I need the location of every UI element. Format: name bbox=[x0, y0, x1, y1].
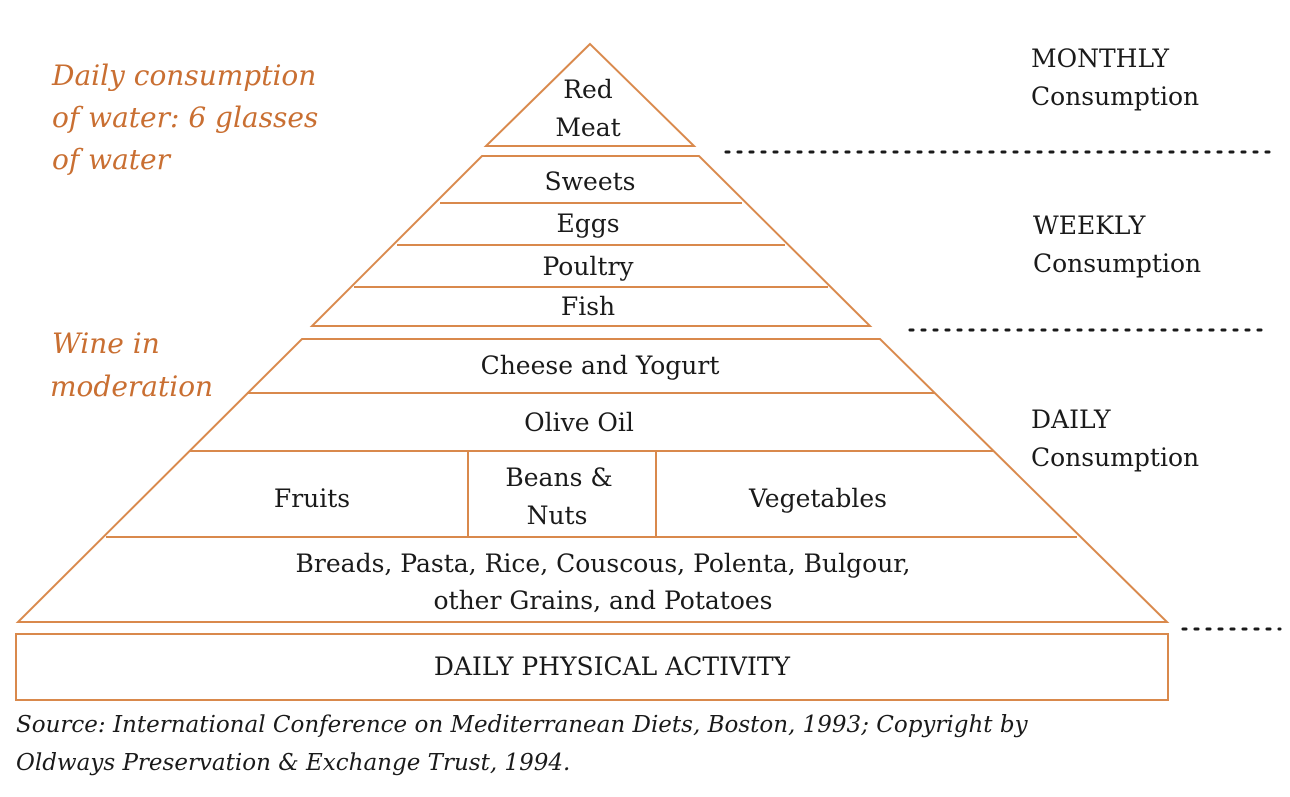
tier-red-meat-line1: Red bbox=[563, 75, 613, 104]
tier-poultry: Poultry bbox=[542, 252, 634, 281]
tier-grains-line2: other Grains, and Potatoes bbox=[433, 586, 772, 615]
tier-olive-oil: Olive Oil bbox=[524, 408, 634, 437]
freq-monthly-line1: MONTHLY bbox=[1031, 44, 1169, 73]
note-water-line2: of water: 6 glasses bbox=[52, 101, 318, 134]
freq-monthly-line2: Consumption bbox=[1031, 82, 1199, 111]
tier-cheese-yogurt: Cheese and Yogurt bbox=[481, 351, 720, 380]
tier-sweets: Sweets bbox=[545, 167, 636, 196]
tier-beans-line1: Beans & bbox=[505, 463, 612, 492]
tier-grains-line1: Breads, Pasta, Rice, Couscous, Polenta, … bbox=[296, 549, 911, 578]
note-water-line1: Daily consumption bbox=[51, 59, 316, 92]
tier-vegetables: Vegetables bbox=[748, 484, 887, 513]
note-water-line3: of water bbox=[52, 143, 172, 176]
tier-red-meat-line2: Meat bbox=[555, 113, 620, 142]
tier-fruits: Fruits bbox=[274, 484, 350, 513]
tier-fish: Fish bbox=[561, 292, 615, 321]
source-line2: Oldways Preservation & Exchange Trust, 1… bbox=[16, 750, 570, 776]
freq-weekly-line1: WEEKLY bbox=[1033, 211, 1146, 240]
tier-red-meat-outline bbox=[483, 42, 697, 147]
freq-weekly-line2: Consumption bbox=[1033, 249, 1201, 278]
tier-beans-line2: Nuts bbox=[527, 501, 588, 530]
freq-daily-line1: DAILY bbox=[1031, 405, 1111, 434]
base-activity-label: DAILY PHYSICAL ACTIVITY bbox=[434, 652, 791, 681]
note-wine-line1: Wine in bbox=[52, 327, 160, 360]
tier-eggs: Eggs bbox=[556, 209, 619, 238]
source-line1: Source: International Conference on Medi… bbox=[16, 712, 1029, 738]
note-wine-line2: moderation bbox=[50, 370, 213, 403]
base-activity-box bbox=[15, 633, 1169, 701]
freq-daily-line2: Consumption bbox=[1031, 443, 1199, 472]
tier-daily-outline bbox=[15, 338, 1170, 623]
tier-weekly-outline bbox=[309, 155, 873, 327]
